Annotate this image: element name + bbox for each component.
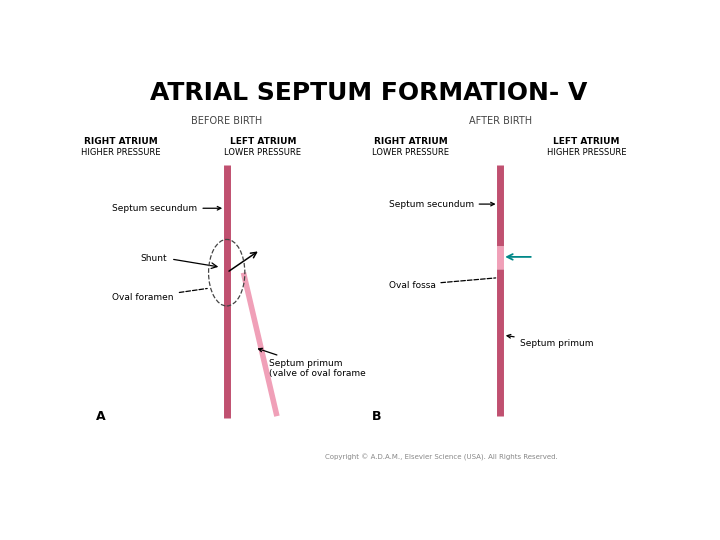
Text: Septum primum: Septum primum: [507, 334, 593, 348]
Text: HIGHER PRESSURE: HIGHER PRESSURE: [81, 147, 161, 157]
Text: Copyright © A.D.A.M., Elsevier Science (USA). All Rights Reserved.: Copyright © A.D.A.M., Elsevier Science (…: [325, 454, 558, 461]
Text: AFTER BIRTH: AFTER BIRTH: [469, 116, 531, 126]
Text: LOWER PRESSURE: LOWER PRESSURE: [372, 147, 449, 157]
Text: ATRIAL SEPTUM FORMATION- V: ATRIAL SEPTUM FORMATION- V: [150, 82, 588, 105]
Text: Septum secundum: Septum secundum: [112, 204, 221, 213]
Text: HIGHER PRESSURE: HIGHER PRESSURE: [547, 147, 626, 157]
Text: LEFT ATRIUM: LEFT ATRIUM: [554, 137, 620, 146]
Text: B: B: [372, 410, 382, 423]
Text: Oval foramen: Oval foramen: [112, 288, 207, 302]
Text: RIGHT ATRIUM: RIGHT ATRIUM: [84, 137, 158, 146]
Text: Septum primum
(valve of oval forame: Septum primum (valve of oval forame: [258, 348, 365, 378]
Text: Shunt: Shunt: [140, 254, 167, 264]
Text: BEFORE BIRTH: BEFORE BIRTH: [191, 116, 262, 126]
Text: A: A: [96, 410, 105, 423]
Text: Septum secundum: Septum secundum: [389, 200, 495, 208]
Text: Oval fossa: Oval fossa: [389, 278, 495, 289]
Text: LEFT ATRIUM: LEFT ATRIUM: [230, 137, 296, 146]
Text: LOWER PRESSURE: LOWER PRESSURE: [225, 147, 302, 157]
Text: RIGHT ATRIUM: RIGHT ATRIUM: [374, 137, 448, 146]
